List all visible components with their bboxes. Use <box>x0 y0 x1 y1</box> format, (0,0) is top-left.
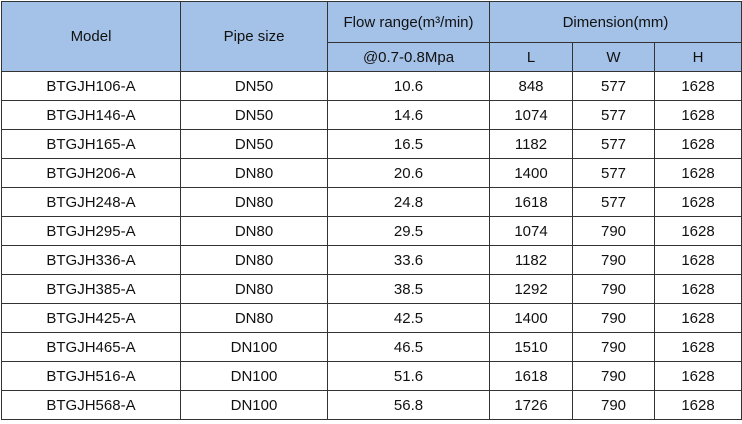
data-cell: 1400 <box>489 303 573 333</box>
data-cell: BTGJH516-A <box>1 361 181 391</box>
data-cell: DN50 <box>180 129 328 159</box>
data-cell: 790 <box>572 245 655 275</box>
data-row: BTGJH516-A DN100 51.6 1618 790 1628 <box>1 361 742 391</box>
data-cell: DN80 <box>180 303 328 333</box>
data-row: BTGJH568-A DN100 56.8 1726 790 1628 <box>1 390 742 420</box>
data-cell: BTGJH568-A <box>1 390 181 420</box>
data-cell: 24.8 <box>327 187 490 217</box>
header-row: @0.7-0.8Mpa L W H <box>2 42 742 72</box>
data-row: BTGJH248-A DN80 24.8 1618 577 1628 <box>1 187 742 217</box>
data-cell: 33.6 <box>327 245 490 275</box>
data-cell: DN100 <box>180 332 328 362</box>
data-cell: 790 <box>572 274 655 304</box>
data-cell: 1074 <box>489 216 573 246</box>
data-cell: DN100 <box>180 390 328 420</box>
data-cell: BTGJH206-A <box>1 158 181 188</box>
data-cell: 1400 <box>489 158 573 188</box>
data-cell: 42.5 <box>327 303 490 333</box>
data-cell: 20.6 <box>327 158 490 188</box>
data-cell: 1628 <box>653 332 742 362</box>
data-cell: BTGJH106-A <box>1 71 181 101</box>
data-cell: 577 <box>572 71 655 101</box>
data-cell: 1618 <box>489 361 573 391</box>
data-cell: 577 <box>572 129 655 159</box>
data-cell: DN80 <box>180 158 328 188</box>
data-cell: BTGJH465-A <box>1 332 181 362</box>
data-cell: DN80 <box>180 216 328 246</box>
data-cell: DN100 <box>180 361 328 391</box>
data-cell: BTGJH248-A <box>1 187 181 217</box>
data-row: BTGJH206-A DN80 20.6 1400 577 1628 <box>1 158 742 188</box>
data-cell: 1628 <box>653 187 742 217</box>
data-cell: DN80 <box>180 274 328 304</box>
header-cell: Model <box>1 1 181 72</box>
data-cell: 790 <box>572 216 655 246</box>
data-cell: 790 <box>572 303 655 333</box>
data-cell: 1726 <box>489 390 573 420</box>
data-cell: 1628 <box>653 100 742 130</box>
data-cell: 56.8 <box>327 390 490 420</box>
data-cell: BTGJH425-A <box>1 303 181 333</box>
data-cell: 1618 <box>489 187 573 217</box>
header-cell: H <box>653 42 742 72</box>
data-cell: BTGJH165-A <box>1 129 181 159</box>
data-cell: 1628 <box>653 245 742 275</box>
data-row: BTGJH465-A DN100 46.5 1510 790 1628 <box>1 332 742 362</box>
data-cell: 1628 <box>653 303 742 333</box>
header-row: Model Pipe size Flow range(m³/min) Dimen… <box>1 1 742 72</box>
data-cell: BTGJH336-A <box>1 245 181 275</box>
header-cell: Dimension(mm) <box>488 1 742 43</box>
data-row: BTGJH336-A DN80 33.6 1182 790 1628 <box>1 245 742 275</box>
data-cell: 1628 <box>653 390 742 420</box>
data-cell: 577 <box>572 158 655 188</box>
data-cell: 1628 <box>653 274 742 304</box>
table-body: BTGJH106-A DN50 10.6 848 577 1628 BTGJH146-A DN… <box>1 71 742 420</box>
data-cell: BTGJH295-A <box>1 216 181 246</box>
data-cell: 51.6 <box>327 361 490 391</box>
data-cell: 29.5 <box>327 216 490 246</box>
data-row: BTGJH295-A DN80 29.5 1074 790 1628 <box>1 216 742 246</box>
data-cell: 577 <box>572 187 655 217</box>
data-row: BTGJH146-A DN50 14.6 1074 577 1628 <box>1 100 742 130</box>
table-header: Model Pipe size Flow range(m³/min) Dimen… <box>1 1 742 72</box>
data-row: BTGJH165-A DN50 16.5 1182 577 1628 <box>1 129 742 159</box>
data-cell: 1510 <box>489 332 573 362</box>
data-cell: 38.5 <box>327 274 490 304</box>
data-cell: BTGJH146-A <box>1 100 181 130</box>
data-cell: 848 <box>489 71 573 101</box>
data-cell: 1074 <box>489 100 573 130</box>
data-cell: 1628 <box>653 129 742 159</box>
header-cell: Flow range(m³/min) <box>327 1 490 43</box>
data-cell: 1628 <box>653 361 742 391</box>
data-row: BTGJH106-A DN50 10.6 848 577 1628 <box>1 71 742 101</box>
data-cell: BTGJH385-A <box>1 274 181 304</box>
data-row: BTGJH425-A DN80 42.5 1400 790 1628 <box>1 303 742 333</box>
data-cell: 1628 <box>653 71 742 101</box>
data-cell: 790 <box>572 390 655 420</box>
data-cell: DN50 <box>180 71 328 101</box>
data-cell: 577 <box>572 100 655 130</box>
header-cell: @0.7-0.8Mpa <box>327 42 490 72</box>
data-cell: DN80 <box>180 187 328 217</box>
data-cell: 46.5 <box>327 332 490 362</box>
header-cell: L <box>489 42 573 72</box>
data-cell: 16.5 <box>327 129 490 159</box>
data-cell: 1182 <box>489 129 573 159</box>
header-cell: W <box>572 42 655 72</box>
data-cell: 14.6 <box>327 100 490 130</box>
data-cell: DN50 <box>180 100 328 130</box>
data-cell: 1292 <box>489 274 573 304</box>
header-cell: Pipe size <box>180 1 328 72</box>
data-cell: 1628 <box>653 216 742 246</box>
data-cell: 1628 <box>653 158 742 188</box>
data-cell: DN80 <box>180 245 328 275</box>
data-cell: 1182 <box>489 245 573 275</box>
data-cell: 790 <box>572 332 655 362</box>
data-row: BTGJH385-A DN80 38.5 1292 790 1628 <box>1 274 742 304</box>
data-cell: 10.6 <box>327 71 490 101</box>
data-cell: 790 <box>572 361 655 391</box>
